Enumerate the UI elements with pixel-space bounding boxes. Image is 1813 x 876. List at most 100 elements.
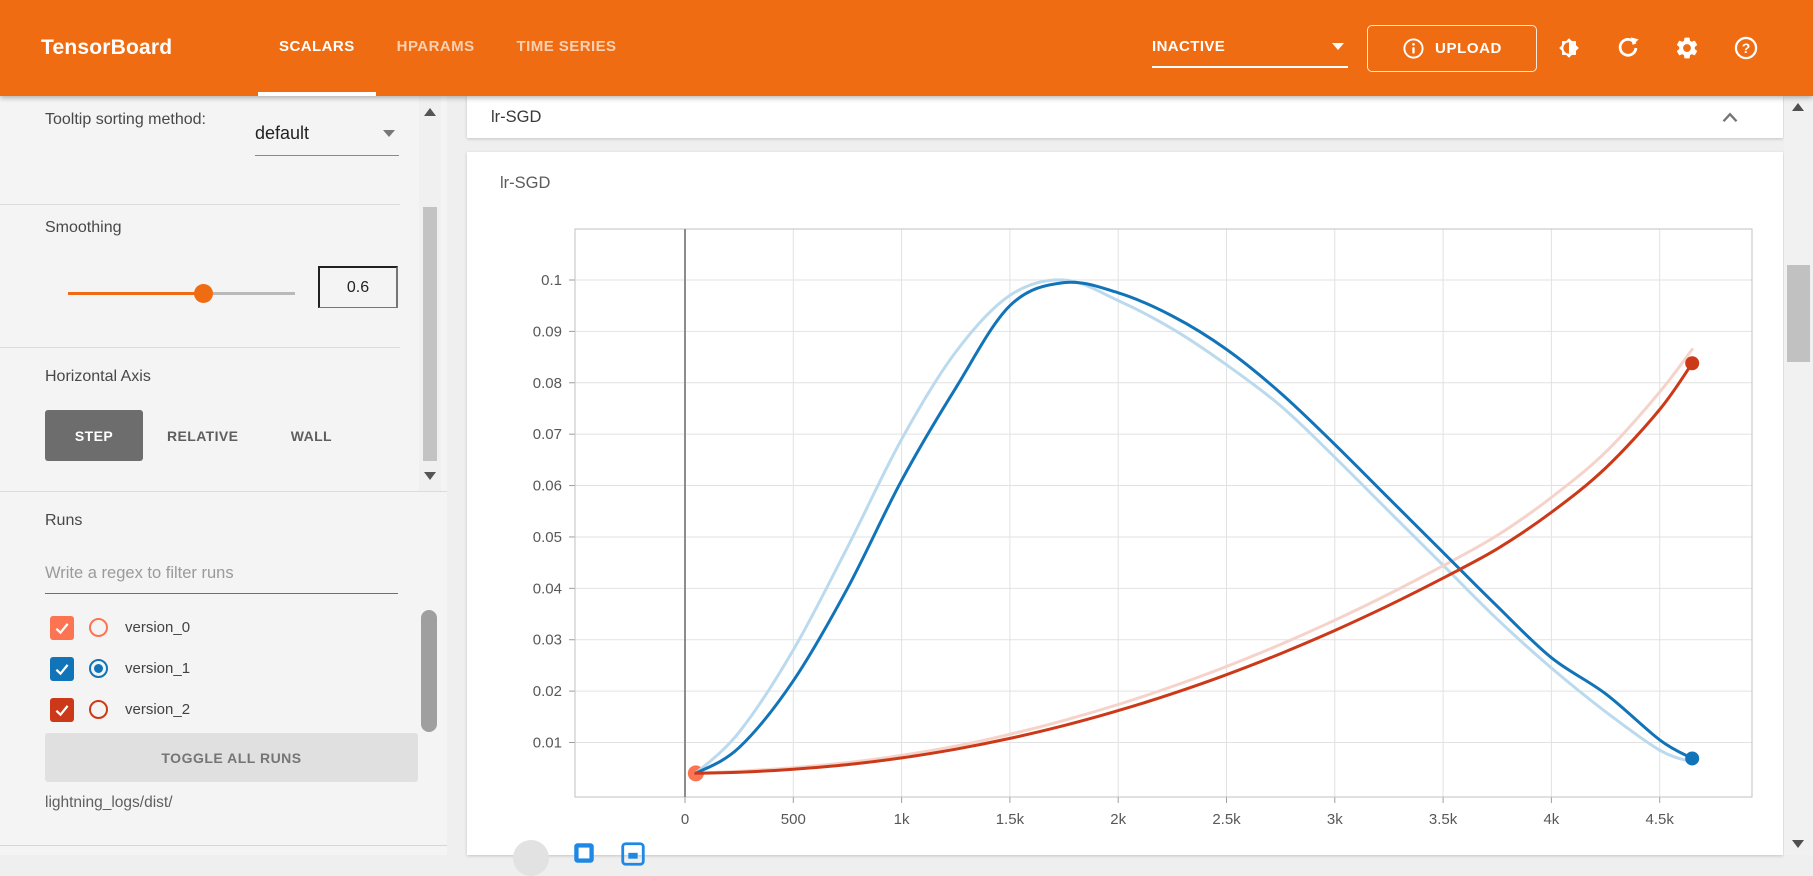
y-tick-label: 0.08 bbox=[533, 375, 562, 392]
tab-hparams[interactable]: HPARAMS bbox=[396, 37, 475, 55]
x-tick-label: 2.5k bbox=[1212, 811, 1241, 828]
scroll-down-icon[interactable] bbox=[1792, 840, 1804, 848]
run-name-label: version_1 bbox=[125, 660, 191, 677]
horizontal-axis-label: Horizontal Axis bbox=[45, 368, 151, 385]
run-row-version_0: version_0 bbox=[0, 607, 400, 648]
slider-fill bbox=[68, 292, 203, 295]
tab-scalars[interactable]: SCALARS bbox=[258, 0, 376, 96]
scrollbar-thumb[interactable] bbox=[1787, 265, 1810, 362]
y-tick-label: 0.04 bbox=[533, 580, 562, 597]
check-icon bbox=[55, 622, 69, 634]
chart-title: lr-SGD bbox=[500, 174, 551, 192]
scalar-group-header[interactable]: lr-SGD bbox=[467, 96, 1783, 138]
lr-sgd-plot-area[interactable]: 0.1 0.09 0.08 0.07 0.06 0.05 0.04 0.03 0.02 0.01 0… bbox=[467, 152, 1783, 855]
card-pin-button[interactable] bbox=[571, 840, 597, 866]
x-tick-label: 0 bbox=[681, 811, 689, 828]
y-tick-label: 0.02 bbox=[533, 683, 562, 700]
scalar-group-title: lr-SGD bbox=[491, 107, 542, 126]
svg-text:?: ? bbox=[1742, 40, 1751, 56]
page-scrollbar[interactable] bbox=[1784, 96, 1813, 855]
scrollbar-thumb[interactable] bbox=[423, 207, 437, 461]
divider bbox=[0, 491, 447, 492]
sidebar: Tooltip sorting method: default Smoothin… bbox=[0, 96, 447, 855]
scroll-up-icon[interactable] bbox=[424, 108, 436, 116]
y-tick-label: 0.05 bbox=[533, 529, 562, 546]
app-title: TensorBoard bbox=[41, 36, 173, 59]
status-dropdown[interactable]: INACTIVE bbox=[1152, 26, 1348, 68]
header-icon-group: ? bbox=[1556, 0, 1759, 96]
run-checkbox-version_1[interactable] bbox=[50, 656, 74, 681]
help-button[interactable]: ? bbox=[1733, 35, 1759, 61]
upload-button[interactable]: UPLOAD bbox=[1367, 25, 1537, 72]
run-checkbox-version_0[interactable] bbox=[50, 615, 74, 640]
settings-button[interactable] bbox=[1674, 35, 1700, 61]
run-name-label: version_2 bbox=[125, 701, 191, 718]
y-tick-label: 0.1 bbox=[541, 272, 562, 289]
tab-bar: SCALARS HPARAMS TIME SERIES bbox=[258, 0, 638, 96]
y-tick-label: 0.06 bbox=[533, 478, 562, 495]
chart-card-actions bbox=[513, 840, 647, 876]
x-tick-label: 4.5k bbox=[1646, 811, 1675, 828]
scalar-chart-card: lr-SGD 0.1 0.09 0.08 0.07 0.06 0.05 0.04 0.03 0.… bbox=[467, 152, 1783, 876]
run-radio-version_0[interactable] bbox=[89, 618, 108, 637]
refresh-button[interactable] bbox=[1615, 35, 1641, 61]
series-line-version_2 bbox=[694, 361, 1694, 775]
runs-filter-input[interactable] bbox=[45, 554, 398, 594]
card-overflow-button[interactable] bbox=[513, 840, 549, 876]
y-tick-label: 0.01 bbox=[533, 735, 562, 752]
upload-button-label: UPLOAD bbox=[1435, 40, 1502, 57]
smoothing-value-input[interactable] bbox=[318, 266, 398, 308]
scroll-up-icon[interactable] bbox=[1792, 103, 1804, 111]
run-radio-version_1[interactable] bbox=[89, 659, 108, 678]
y-tick-label: 0.09 bbox=[533, 323, 562, 340]
divider bbox=[0, 845, 447, 846]
endpoint-dot-version_2 bbox=[1685, 356, 1700, 371]
tooltip-sorting-value: default bbox=[255, 123, 310, 143]
run-name-label: version_0 bbox=[125, 619, 191, 636]
series-line-version_1-unsmoothed- bbox=[694, 278, 1694, 775]
radio-dot bbox=[94, 664, 103, 673]
run-row-version_2: version_2 bbox=[0, 689, 400, 730]
tooltip-sorting-label: Tooltip sorting method: bbox=[45, 111, 206, 128]
chevron-down-icon bbox=[1332, 42, 1344, 50]
x-tick-label: 1k bbox=[894, 811, 910, 828]
info-icon bbox=[1403, 38, 1424, 59]
chevron-down-icon bbox=[383, 130, 395, 137]
x-tick-label: 500 bbox=[781, 811, 806, 828]
axis-option-step[interactable]: STEP bbox=[45, 410, 143, 461]
status-dropdown-value: INACTIVE bbox=[1152, 37, 1226, 55]
chevron-up-icon[interactable] bbox=[1717, 105, 1743, 131]
help-icon: ? bbox=[1734, 36, 1758, 60]
refresh-icon bbox=[1618, 37, 1639, 57]
x-tick-label: 2k bbox=[1110, 811, 1126, 828]
divider bbox=[0, 204, 400, 205]
x-tick-label: 1.5k bbox=[996, 811, 1025, 828]
endpoint-dot-version_1 bbox=[1685, 751, 1700, 766]
runs-scrollbar-thumb[interactable] bbox=[421, 610, 437, 732]
app-header: TensorBoard SCALARS HPARAMS TIME SERIES IN… bbox=[0, 0, 1813, 96]
card-fullscreen-button[interactable] bbox=[619, 840, 647, 868]
y-tick-label: 0.07 bbox=[533, 426, 562, 443]
axis-option-relative[interactable]: RELATIVE bbox=[167, 427, 239, 444]
x-tick-label: 3k bbox=[1327, 811, 1343, 828]
slider-thumb[interactable] bbox=[194, 284, 213, 303]
tooltip-sorting-select[interactable]: default bbox=[255, 112, 399, 156]
x-tick-label: 4k bbox=[1543, 811, 1559, 828]
run-row-version_1: version_1 bbox=[0, 648, 400, 689]
divider bbox=[0, 347, 400, 348]
run-radio-version_2[interactable] bbox=[89, 700, 108, 719]
series-line-version_1 bbox=[694, 280, 1694, 775]
brightness-toggle-button[interactable] bbox=[1556, 35, 1582, 61]
y-tick-label: 0.03 bbox=[533, 632, 562, 649]
scroll-down-icon[interactable] bbox=[424, 472, 436, 480]
smoothing-slider[interactable] bbox=[68, 284, 295, 303]
series-line-version_2-unsmoothed- bbox=[694, 347, 1694, 775]
toggle-all-runs-button[interactable]: TOGGLE ALL RUNS bbox=[45, 733, 418, 782]
axis-option-wall[interactable]: WALL bbox=[290, 427, 333, 444]
horizontal-axis-options: STEP RELATIVE WALL bbox=[45, 410, 360, 461]
gear-icon bbox=[1676, 37, 1698, 59]
run-checkbox-version_2[interactable] bbox=[50, 697, 74, 722]
brightness-icon bbox=[1559, 38, 1579, 58]
sidebar-scrollbar[interactable] bbox=[419, 96, 441, 491]
tab-time-series[interactable]: TIME SERIES bbox=[516, 37, 617, 55]
